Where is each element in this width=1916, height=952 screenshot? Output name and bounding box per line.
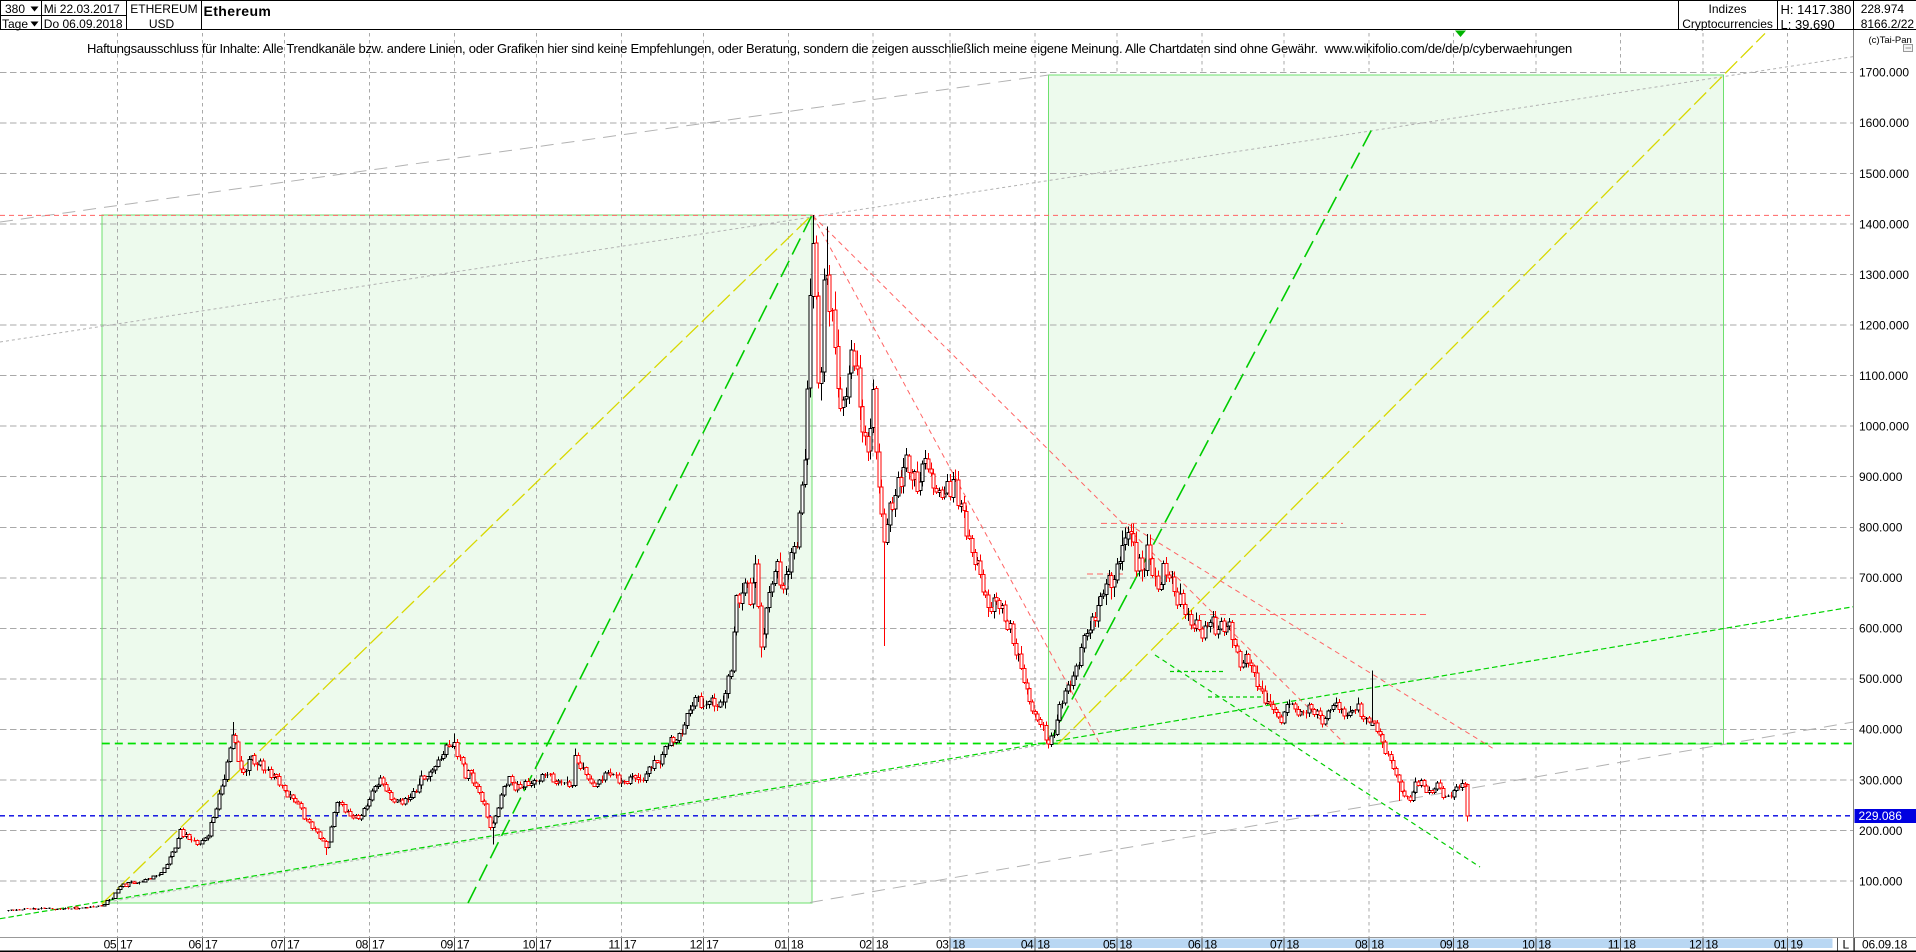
svg-text:06.09.18: 06.09.18 [1862,938,1908,952]
svg-text:01: 01 [774,938,787,952]
svg-text:18: 18 [876,938,889,952]
svg-text:18: 18 [1623,938,1636,952]
svg-text:L: L [1843,938,1850,952]
svg-text:229.086: 229.086 [1859,809,1903,823]
svg-text:500.000: 500.000 [1859,672,1903,686]
svg-text:17: 17 [539,938,552,952]
svg-text:07: 07 [271,938,284,952]
svg-text:1700.000: 1700.000 [1859,66,1909,80]
svg-text:09: 09 [440,938,453,952]
svg-text:600.000: 600.000 [1859,622,1903,636]
svg-text:900.000: 900.000 [1859,470,1903,484]
svg-text:1000.000: 1000.000 [1859,420,1909,434]
svg-text:06: 06 [189,938,202,952]
svg-text:18: 18 [952,938,965,952]
svg-text:1200.000: 1200.000 [1859,318,1909,332]
svg-text:17: 17 [372,938,385,952]
svg-text:1100.000: 1100.000 [1859,369,1908,383]
svg-text:06: 06 [1188,938,1201,952]
svg-text:17: 17 [624,938,637,952]
svg-text:08: 08 [356,938,369,952]
svg-text:10: 10 [1522,938,1535,952]
svg-text:18: 18 [1204,938,1217,952]
svg-text:18: 18 [1286,938,1299,952]
svg-text:1400.000: 1400.000 [1859,217,1909,231]
svg-text:200.000: 200.000 [1859,824,1903,838]
svg-text:05: 05 [1103,938,1116,952]
svg-text:700.000: 700.000 [1859,571,1903,585]
svg-text:01: 01 [1774,938,1787,952]
svg-text:11: 11 [1608,938,1620,952]
svg-text:18: 18 [1456,938,1469,952]
svg-text:18: 18 [1371,938,1384,952]
svg-text:18: 18 [1538,938,1551,952]
svg-text:02: 02 [859,938,872,952]
svg-text:400.000: 400.000 [1859,723,1903,737]
svg-text:09: 09 [1440,938,1453,952]
svg-text:300.000: 300.000 [1859,773,1903,787]
svg-text:18: 18 [1119,938,1132,952]
svg-text:1500.000: 1500.000 [1859,167,1909,181]
svg-text:17: 17 [287,938,300,952]
svg-text:17: 17 [205,938,218,952]
svg-text:18: 18 [791,938,804,952]
svg-text:800.000: 800.000 [1859,521,1903,535]
svg-text:11: 11 [608,938,620,952]
svg-text:17: 17 [120,938,133,952]
svg-text:18: 18 [1705,938,1718,952]
svg-text:1300.000: 1300.000 [1859,268,1909,282]
svg-text:08: 08 [1355,938,1368,952]
svg-text:(c)Tai-Pan: (c)Tai-Pan [1869,35,1912,46]
svg-text:17: 17 [706,938,719,952]
svg-text:04: 04 [1021,938,1034,952]
svg-text:05: 05 [104,938,117,952]
svg-text:19: 19 [1790,938,1803,952]
svg-text:10: 10 [523,938,536,952]
svg-text:18: 18 [1037,938,1050,952]
svg-text:100.000: 100.000 [1859,874,1903,888]
svg-text:17: 17 [457,938,470,952]
svg-text:07: 07 [1270,938,1283,952]
svg-text:12: 12 [690,938,703,952]
svg-text:03: 03 [936,938,949,952]
svg-text:12: 12 [1689,938,1702,952]
svg-text:1600.000: 1600.000 [1859,116,1909,130]
